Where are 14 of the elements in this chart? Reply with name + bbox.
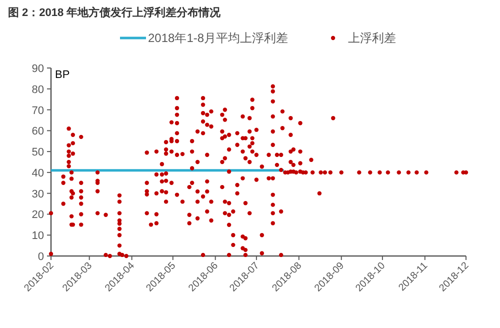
ytick: 30 (32, 188, 44, 200)
ytick: 90 (32, 63, 44, 75)
legend-label: 2018年1-8月平均上浮利差 (148, 31, 288, 45)
ylabel: BP (55, 69, 70, 81)
ytick: 20 (32, 209, 44, 222)
legend-label: 上浮利差 (348, 31, 396, 45)
ytick: 0 (38, 251, 44, 263)
ytick: 80 (32, 84, 44, 96)
ytick: 70 (32, 104, 44, 117)
ytick: 10 (32, 230, 44, 242)
ytick: 40 (32, 167, 44, 180)
title: 图 2：2018 年地方债发行上浮利差分布情况 (8, 7, 221, 19)
ytick: 50 (32, 146, 44, 159)
ytick: 60 (32, 126, 44, 138)
